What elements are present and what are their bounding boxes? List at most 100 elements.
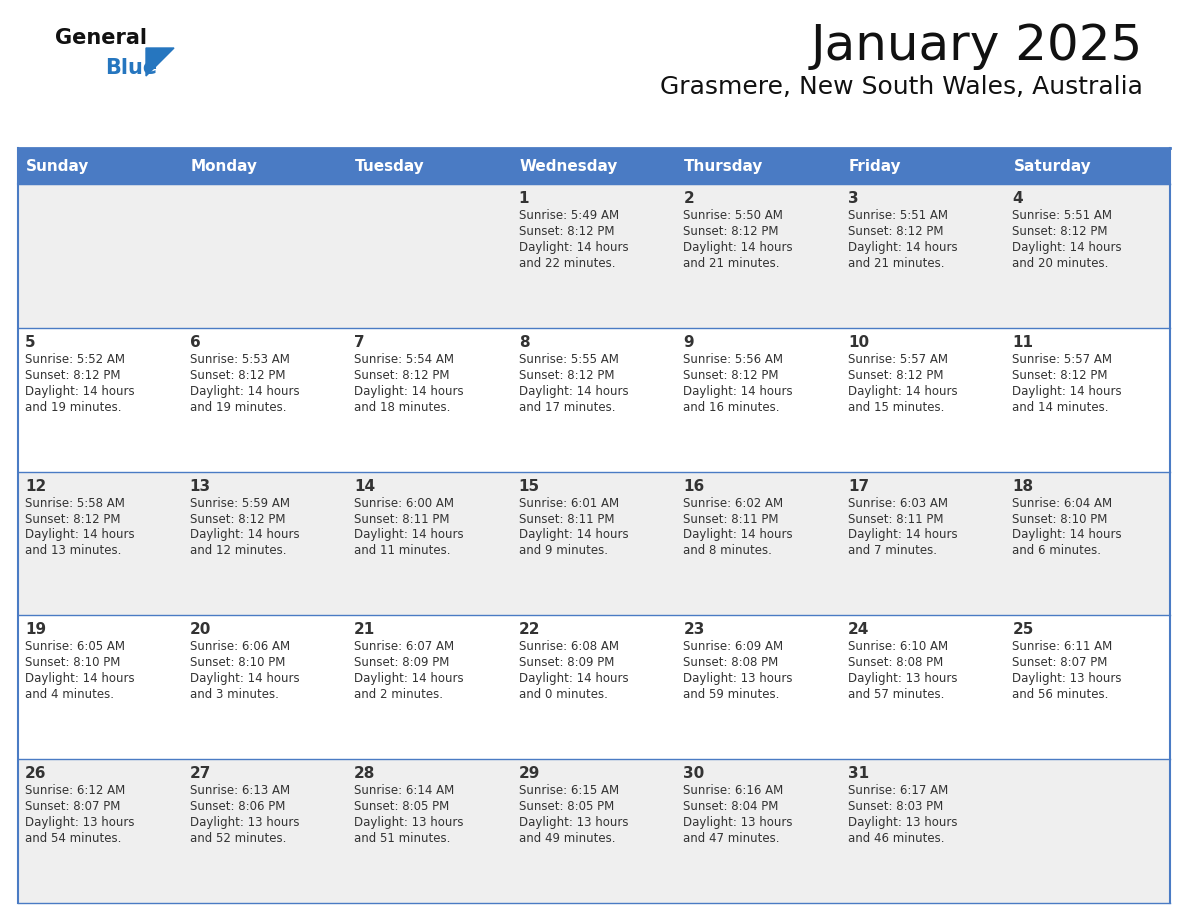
Text: 18: 18 — [1012, 478, 1034, 494]
Text: Sunrise: 6:12 AM: Sunrise: 6:12 AM — [25, 784, 125, 797]
Text: 5: 5 — [25, 335, 36, 350]
Text: Daylight: 14 hours: Daylight: 14 hours — [519, 672, 628, 685]
Text: 8: 8 — [519, 335, 530, 350]
Text: Friday: Friday — [849, 159, 902, 174]
Text: Sunset: 8:08 PM: Sunset: 8:08 PM — [683, 656, 778, 669]
Text: Sunset: 8:09 PM: Sunset: 8:09 PM — [519, 656, 614, 669]
Text: Daylight: 14 hours: Daylight: 14 hours — [25, 385, 134, 397]
Text: Sunset: 8:11 PM: Sunset: 8:11 PM — [683, 512, 779, 525]
Text: 19: 19 — [25, 622, 46, 637]
Text: Daylight: 13 hours: Daylight: 13 hours — [190, 816, 299, 829]
Text: Sunset: 8:09 PM: Sunset: 8:09 PM — [354, 656, 449, 669]
Text: Sunset: 8:12 PM: Sunset: 8:12 PM — [25, 369, 120, 382]
Text: and 15 minutes.: and 15 minutes. — [848, 400, 944, 414]
Text: and 51 minutes.: and 51 minutes. — [354, 832, 450, 845]
Text: Sunrise: 6:15 AM: Sunrise: 6:15 AM — [519, 784, 619, 797]
Text: Sunset: 8:12 PM: Sunset: 8:12 PM — [848, 369, 943, 382]
Text: and 9 minutes.: and 9 minutes. — [519, 544, 608, 557]
Text: Sunrise: 6:07 AM: Sunrise: 6:07 AM — [354, 641, 454, 654]
Text: Daylight: 14 hours: Daylight: 14 hours — [1012, 241, 1121, 254]
Text: Daylight: 14 hours: Daylight: 14 hours — [848, 385, 958, 397]
Text: Sunset: 8:07 PM: Sunset: 8:07 PM — [25, 800, 120, 813]
Text: 15: 15 — [519, 478, 539, 494]
Text: Sunrise: 5:59 AM: Sunrise: 5:59 AM — [190, 497, 290, 509]
Text: Sunrise: 6:10 AM: Sunrise: 6:10 AM — [848, 641, 948, 654]
Text: 16: 16 — [683, 478, 704, 494]
Text: Sunrise: 6:02 AM: Sunrise: 6:02 AM — [683, 497, 783, 509]
Text: Sunset: 8:04 PM: Sunset: 8:04 PM — [683, 800, 778, 813]
Text: Sunset: 8:12 PM: Sunset: 8:12 PM — [519, 369, 614, 382]
Text: and 22 minutes.: and 22 minutes. — [519, 257, 615, 270]
Text: Sunrise: 6:17 AM: Sunrise: 6:17 AM — [848, 784, 948, 797]
Text: and 46 minutes.: and 46 minutes. — [848, 832, 944, 845]
Text: and 59 minutes.: and 59 minutes. — [683, 688, 779, 701]
Text: Sunrise: 5:57 AM: Sunrise: 5:57 AM — [848, 353, 948, 365]
Bar — [18, 148, 1170, 184]
Text: 13: 13 — [190, 478, 210, 494]
Text: Blue: Blue — [105, 58, 157, 78]
Text: Daylight: 14 hours: Daylight: 14 hours — [683, 385, 792, 397]
Text: and 56 minutes.: and 56 minutes. — [1012, 688, 1108, 701]
Text: Sunset: 8:12 PM: Sunset: 8:12 PM — [848, 225, 943, 238]
Text: Sunset: 8:12 PM: Sunset: 8:12 PM — [190, 369, 285, 382]
Text: Daylight: 14 hours: Daylight: 14 hours — [25, 672, 134, 685]
Text: 22: 22 — [519, 622, 541, 637]
Text: 26: 26 — [25, 767, 46, 781]
Text: Sunrise: 6:04 AM: Sunrise: 6:04 AM — [1012, 497, 1112, 509]
Text: and 8 minutes.: and 8 minutes. — [683, 544, 772, 557]
Text: Daylight: 14 hours: Daylight: 14 hours — [683, 529, 792, 542]
Text: 27: 27 — [190, 767, 211, 781]
Text: Sunrise: 6:05 AM: Sunrise: 6:05 AM — [25, 641, 125, 654]
Text: Daylight: 13 hours: Daylight: 13 hours — [1012, 672, 1121, 685]
Text: 7: 7 — [354, 335, 365, 350]
Text: Sunset: 8:12 PM: Sunset: 8:12 PM — [683, 369, 779, 382]
Text: 10: 10 — [848, 335, 868, 350]
Text: Daylight: 13 hours: Daylight: 13 hours — [25, 816, 134, 829]
Text: and 18 minutes.: and 18 minutes. — [354, 400, 450, 414]
Text: 2: 2 — [683, 191, 694, 206]
Text: Daylight: 14 hours: Daylight: 14 hours — [354, 672, 463, 685]
Text: 23: 23 — [683, 622, 704, 637]
Text: Tuesday: Tuesday — [355, 159, 425, 174]
Text: Daylight: 14 hours: Daylight: 14 hours — [519, 241, 628, 254]
Text: Daylight: 14 hours: Daylight: 14 hours — [683, 241, 792, 254]
Text: Daylight: 13 hours: Daylight: 13 hours — [683, 816, 792, 829]
Text: Daylight: 14 hours: Daylight: 14 hours — [848, 529, 958, 542]
Text: Sunrise: 6:16 AM: Sunrise: 6:16 AM — [683, 784, 784, 797]
Text: 25: 25 — [1012, 622, 1034, 637]
Text: 9: 9 — [683, 335, 694, 350]
Text: Wednesday: Wednesday — [519, 159, 618, 174]
Bar — [18, 328, 1170, 472]
Text: and 47 minutes.: and 47 minutes. — [683, 832, 779, 845]
Text: 31: 31 — [848, 767, 868, 781]
Text: Sunset: 8:12 PM: Sunset: 8:12 PM — [1012, 225, 1108, 238]
Text: Daylight: 14 hours: Daylight: 14 hours — [848, 241, 958, 254]
Text: and 2 minutes.: and 2 minutes. — [354, 688, 443, 701]
Text: and 49 minutes.: and 49 minutes. — [519, 832, 615, 845]
Text: Daylight: 14 hours: Daylight: 14 hours — [190, 385, 299, 397]
Text: and 0 minutes.: and 0 minutes. — [519, 688, 607, 701]
Text: General: General — [55, 28, 147, 48]
Text: Sunday: Sunday — [26, 159, 89, 174]
Text: and 7 minutes.: and 7 minutes. — [848, 544, 937, 557]
Bar — [18, 615, 1170, 759]
Text: Sunrise: 6:14 AM: Sunrise: 6:14 AM — [354, 784, 454, 797]
Text: Sunrise: 5:56 AM: Sunrise: 5:56 AM — [683, 353, 783, 365]
Text: Sunrise: 5:52 AM: Sunrise: 5:52 AM — [25, 353, 125, 365]
Text: Sunrise: 5:51 AM: Sunrise: 5:51 AM — [1012, 209, 1112, 222]
Text: Daylight: 13 hours: Daylight: 13 hours — [848, 672, 958, 685]
Text: Sunrise: 6:03 AM: Sunrise: 6:03 AM — [848, 497, 948, 509]
Text: 1: 1 — [519, 191, 529, 206]
Text: Sunset: 8:12 PM: Sunset: 8:12 PM — [1012, 369, 1108, 382]
Text: 14: 14 — [354, 478, 375, 494]
Text: and 4 minutes.: and 4 minutes. — [25, 688, 114, 701]
Text: and 54 minutes.: and 54 minutes. — [25, 832, 121, 845]
Text: Sunset: 8:08 PM: Sunset: 8:08 PM — [848, 656, 943, 669]
Text: Sunrise: 6:01 AM: Sunrise: 6:01 AM — [519, 497, 619, 509]
Text: and 52 minutes.: and 52 minutes. — [190, 832, 286, 845]
Text: Daylight: 13 hours: Daylight: 13 hours — [848, 816, 958, 829]
Text: and 6 minutes.: and 6 minutes. — [1012, 544, 1101, 557]
Text: Sunrise: 6:06 AM: Sunrise: 6:06 AM — [190, 641, 290, 654]
Bar — [18, 472, 1170, 615]
Bar — [18, 759, 1170, 903]
